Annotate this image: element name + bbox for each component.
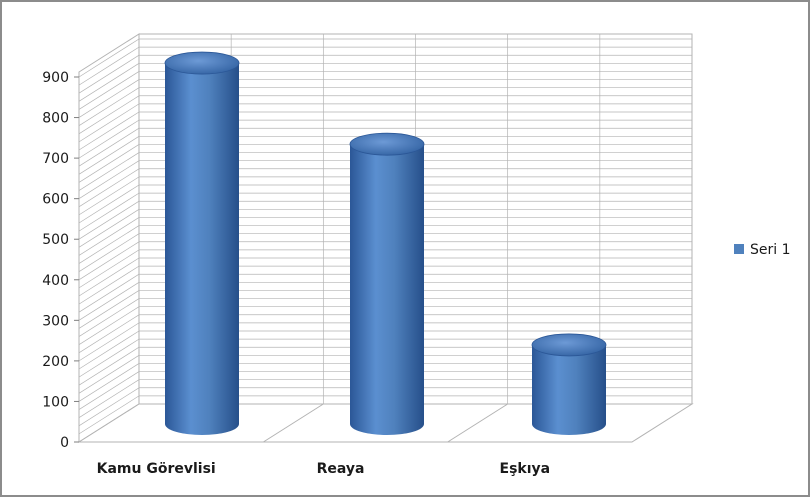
bar-top — [349, 132, 425, 156]
x-tick-label: Kamu Görevlisi — [97, 461, 216, 477]
side-wall — [78, 33, 140, 443]
gridline-side — [78, 95, 140, 135]
gridline-side — [78, 200, 140, 240]
gridline-side — [78, 249, 140, 289]
gridline-side — [78, 265, 140, 305]
bar-body — [165, 63, 239, 436]
gridline-side — [78, 241, 140, 281]
gridline-side — [78, 111, 140, 151]
x-axis: Kamu Görevlisi Reaya Eşkıya — [97, 461, 551, 477]
y-tick-label: 700 — [42, 151, 69, 167]
gridline-side — [78, 290, 140, 329]
gridline-side — [78, 306, 140, 345]
y-axis: 0 100 200 300 400 500 600 700 800 900 — [42, 70, 80, 451]
gridline-side — [78, 282, 140, 321]
bar — [349, 132, 425, 435]
legend-swatch — [734, 244, 744, 254]
gridline-side — [78, 176, 140, 216]
gridline-side — [78, 273, 140, 313]
gridline-side — [78, 395, 140, 435]
gridline-side — [78, 217, 140, 256]
gridline-side — [78, 168, 140, 208]
y-tick-label: 800 — [42, 111, 69, 127]
gridline-side — [78, 379, 140, 418]
gridline-side — [78, 54, 140, 94]
gridline-side — [78, 136, 140, 175]
floor-divider — [263, 403, 324, 443]
gridline-side — [78, 63, 140, 102]
gridline-side — [78, 346, 140, 386]
gridline-side — [78, 338, 140, 378]
gridline-side — [78, 192, 140, 232]
gridline-side — [78, 330, 140, 370]
gridline-side — [78, 144, 140, 183]
y-tick-label: 500 — [42, 232, 69, 248]
gridline-side — [78, 71, 140, 110]
gridline-side — [78, 298, 140, 337]
y-tick-label: 100 — [42, 394, 69, 410]
gridline-side — [78, 314, 140, 354]
y-tick-label: 300 — [42, 313, 69, 329]
gridline-side — [78, 184, 140, 224]
y-tick-label: 400 — [42, 273, 69, 289]
gridline-side — [78, 355, 140, 394]
bar-body — [532, 344, 606, 435]
x-tick-label: Eşkıya — [500, 461, 551, 477]
gridline-side — [78, 38, 140, 78]
gridline-side — [78, 363, 140, 402]
gridline-side — [78, 46, 140, 86]
gridline-side — [78, 233, 140, 272]
bar-top — [164, 51, 240, 75]
legend: Seri 1 — [734, 242, 791, 258]
bars — [164, 51, 607, 436]
y-tick-label: 600 — [42, 192, 69, 208]
gridline-side — [78, 225, 140, 264]
gridline-side — [78, 209, 140, 248]
bar-body — [350, 144, 424, 435]
gridline-side — [78, 119, 140, 159]
gridline-side — [78, 322, 140, 362]
legend-label: Seri 1 — [750, 242, 791, 258]
gridline-side — [78, 257, 140, 297]
gridline-side — [78, 403, 140, 443]
y-tick-label: 900 — [42, 70, 69, 86]
gridline-side — [78, 103, 140, 143]
floor-divider — [447, 403, 508, 443]
gridline-side — [78, 387, 140, 427]
gridline-side — [78, 87, 140, 126]
gridline-side — [78, 127, 140, 167]
bar-top — [531, 333, 607, 357]
bar — [531, 333, 607, 435]
y-tick-label: 0 — [60, 435, 69, 451]
gridline-side — [78, 160, 140, 199]
x-tick-label: Reaya — [317, 461, 365, 477]
y-tick-label: 200 — [42, 354, 69, 370]
gridline-side — [78, 79, 140, 118]
bar — [164, 51, 240, 436]
gridline-side — [78, 152, 140, 191]
gridline-side — [78, 371, 140, 410]
